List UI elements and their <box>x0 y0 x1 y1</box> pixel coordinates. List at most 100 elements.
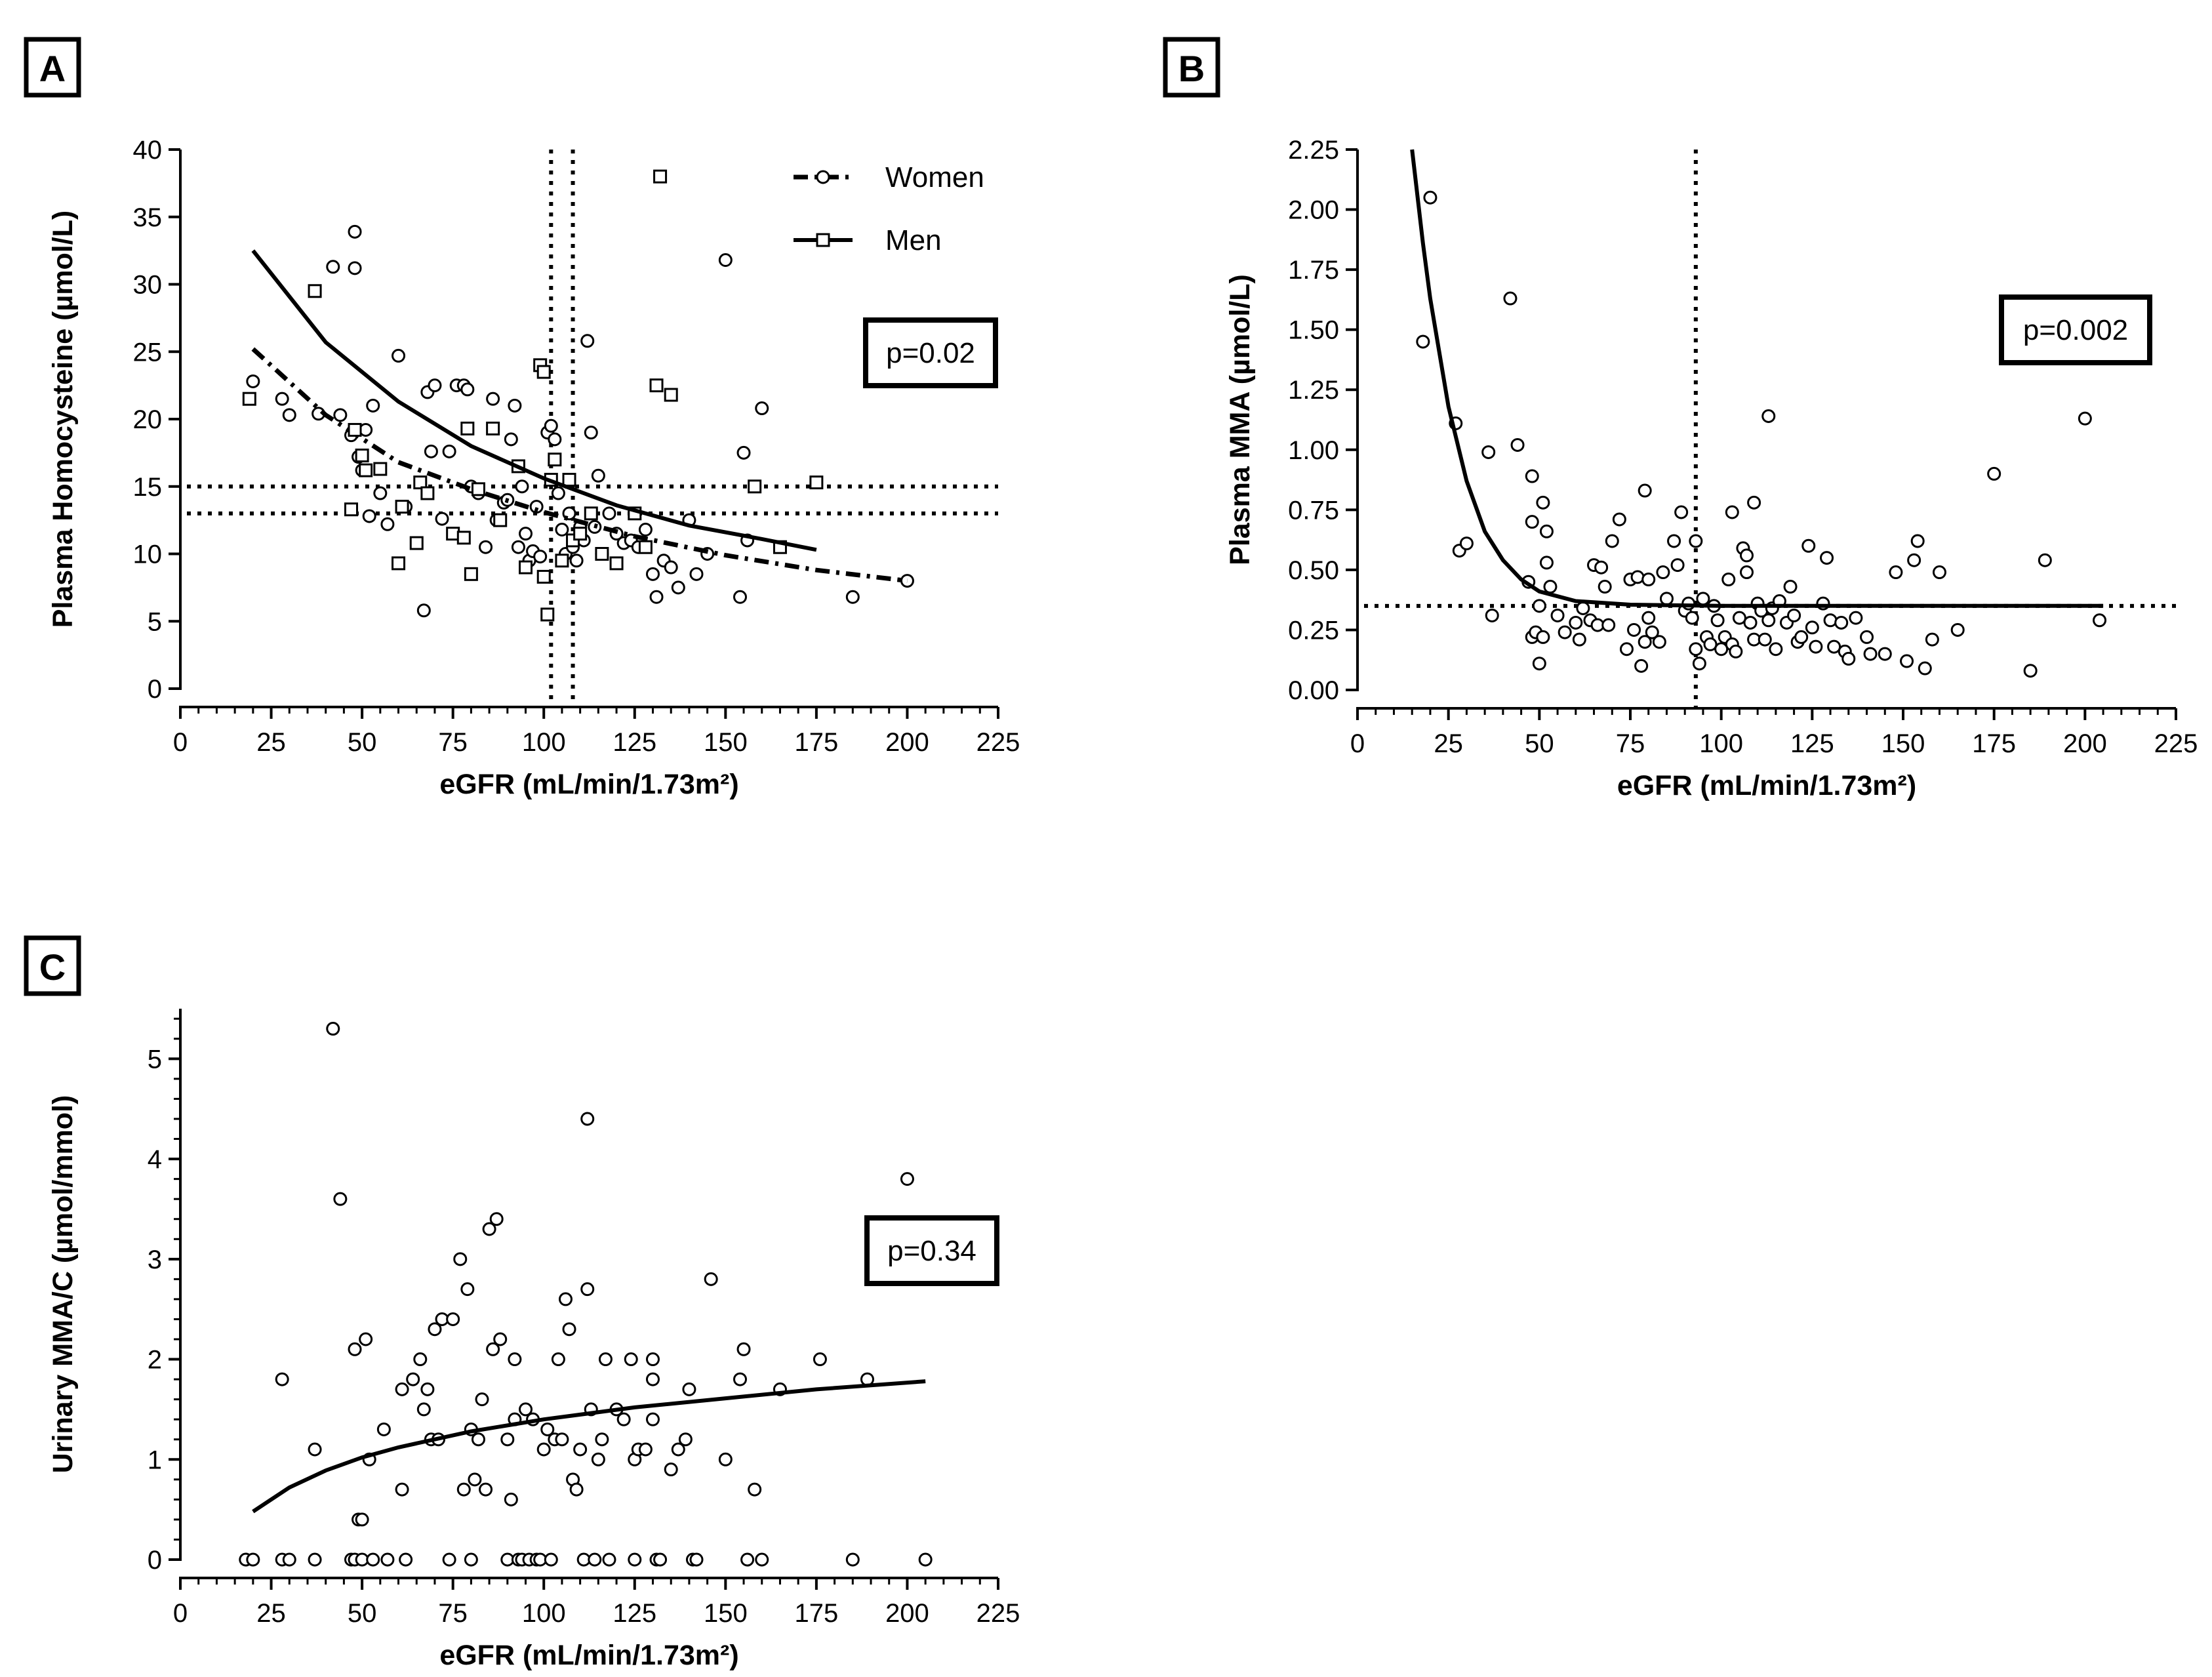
data-point-plasma-mma <box>1576 601 1590 615</box>
data-point-plasma-mma <box>1598 580 1612 594</box>
data-point-plasma-mma <box>1645 625 1659 639</box>
data-point-urinary-mma-c <box>275 1372 289 1386</box>
data-point-plasma-mma <box>1820 551 1834 565</box>
data-point-urinary-mma-c <box>580 1282 595 1297</box>
x-tick-label: 0 <box>173 728 188 757</box>
data-point-urinary-mma-c <box>380 1552 395 1567</box>
data-point-men <box>409 536 424 550</box>
data-point-urinary-mma-c <box>482 1222 496 1236</box>
data-point-men <box>464 567 478 581</box>
data-point-men <box>242 392 256 406</box>
data-point-urinary-mma-c <box>442 1552 456 1567</box>
x-tick-label: 125 <box>1790 729 1834 758</box>
data-point-plasma-mma <box>1536 495 1550 510</box>
data-point-urinary-mma-c <box>591 1452 605 1466</box>
data-point-women <box>435 512 449 526</box>
x-tick-label: 150 <box>704 728 748 757</box>
data-point-plasma-mma <box>1878 647 1892 661</box>
data-point-plasma-mma <box>1525 469 1539 483</box>
data-point-women <box>460 382 475 397</box>
data-point-plasma-mma <box>1801 538 1816 553</box>
data-point-men <box>420 486 435 500</box>
data-point-urinary-mma-c <box>413 1352 428 1367</box>
data-point-plasma-mma <box>1638 635 1652 649</box>
y-tick-label: 3 <box>148 1245 162 1274</box>
data-point-women <box>733 590 748 604</box>
data-point-urinary-mma-c <box>664 1463 678 1477</box>
data-point-women <box>548 432 562 447</box>
data-point-plasma-mma <box>1932 565 1946 580</box>
data-point-women <box>479 540 493 554</box>
x-tick-label: 25 <box>256 1599 286 1628</box>
data-point-plasma-mma <box>1539 524 1554 538</box>
data-point-urinary-mma-c <box>595 1432 609 1447</box>
x-tick-label: 75 <box>438 728 468 757</box>
x-tick-label: 175 <box>1972 729 2016 758</box>
x-tick-label: 200 <box>885 728 929 757</box>
data-point-plasma-mma <box>1641 573 1656 587</box>
data-point-urinary-mma-c <box>475 1392 489 1407</box>
data-point-urinary-mma-c <box>748 1482 762 1497</box>
data-point-women <box>366 398 380 413</box>
data-point-men <box>540 607 555 622</box>
data-point-plasma-mma <box>1627 622 1641 637</box>
data-point-plasma-mma <box>1558 625 1572 639</box>
data-point-plasma-mma <box>1696 592 1710 606</box>
y-tick-label: 10 <box>133 540 163 569</box>
data-point-men <box>460 421 475 435</box>
data-point-women <box>442 444 456 458</box>
data-point-plasma-mma <box>1689 534 1703 548</box>
data-point-plasma-mma <box>1692 657 1706 671</box>
data-point-urinary-mma-c <box>471 1432 485 1447</box>
data-point-plasma-mma <box>1641 611 1656 625</box>
data-point-plasma-mma <box>1594 560 1609 575</box>
y-tick-label: 0 <box>148 1546 162 1575</box>
x-tick-label: 100 <box>522 1599 566 1628</box>
data-point-urinary-mma-c <box>616 1412 631 1426</box>
data-point-women <box>551 486 565 500</box>
data-point-plasma-mma <box>1703 637 1718 651</box>
x-tick-label: 125 <box>613 728 656 757</box>
data-point-women <box>645 567 660 581</box>
data-point-men <box>664 388 678 402</box>
data-point-urinary-mma-c <box>493 1332 508 1346</box>
data-point-plasma-mma <box>1787 608 1801 622</box>
data-point-plasma-mma <box>1685 611 1699 625</box>
p-value: p=0.02 <box>886 337 975 369</box>
data-point-men <box>809 475 824 490</box>
data-point-women <box>671 580 685 595</box>
data-point-women <box>511 540 525 554</box>
data-point-plasma-mma <box>1550 608 1565 622</box>
data-point-men <box>456 531 471 545</box>
y-tick-label: 0.50 <box>1288 556 1339 585</box>
data-point-plasma-mma <box>1950 622 1965 637</box>
data-point-men <box>609 556 624 571</box>
data-point-plasma-mma <box>1619 642 1634 657</box>
data-point-plasma-mma <box>1532 599 1546 613</box>
data-point-urinary-mma-c <box>628 1552 642 1567</box>
data-point-plasma-mma <box>1739 565 1754 580</box>
x-axis-label: eGFR (mL/min/1.73m²) <box>1617 770 1916 801</box>
data-point-women <box>348 261 362 275</box>
x-tick-label: 125 <box>613 1599 656 1628</box>
legend-women-marker <box>816 170 830 184</box>
data-point-women <box>664 560 678 575</box>
data-point-women <box>362 509 376 523</box>
x-axis-label: eGFR (mL/min/1.73m²) <box>439 769 738 800</box>
data-point-plasma-mma <box>1481 445 1496 459</box>
data-point-men <box>493 513 508 527</box>
data-point-urinary-mma-c <box>624 1352 638 1367</box>
data-point-urinary-mma-c <box>645 1412 660 1426</box>
data-point-plasma-mma <box>1907 553 1921 567</box>
data-point-women <box>504 432 518 447</box>
y-tick-label: 40 <box>133 136 163 165</box>
data-point-women <box>900 574 914 588</box>
data-point-urinary-mma-c <box>682 1382 696 1396</box>
data-point-plasma-mma <box>1900 654 1914 668</box>
data-point-plasma-mma <box>1510 437 1525 452</box>
data-point-women <box>580 334 595 348</box>
x-tick-label: 0 <box>1350 729 1365 758</box>
data-point-plasma-mma <box>1710 613 1725 628</box>
data-point-plasma-mma <box>1569 615 1583 630</box>
